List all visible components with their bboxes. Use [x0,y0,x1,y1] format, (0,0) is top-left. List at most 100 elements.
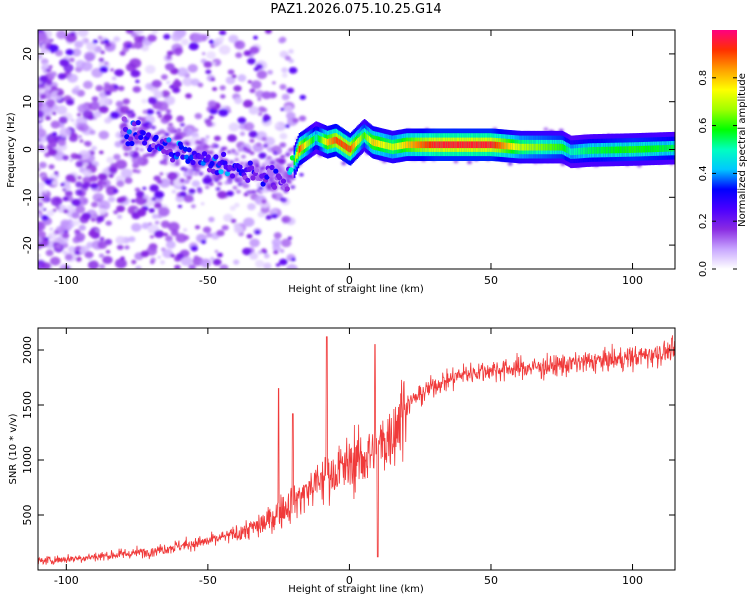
noise-blob [279,248,285,253]
noise-blob [130,69,141,78]
noise-blob [98,253,105,258]
noise-blob [55,174,60,178]
halo-cell [261,162,267,167]
ridge-cell [398,142,400,150]
noise-blob [161,74,168,80]
ridge-cell [663,145,665,152]
noise-blob [166,50,174,56]
noise-blob [40,51,45,54]
noise-blob [75,153,83,160]
halo-cell [157,114,163,119]
ridge-cell [596,147,599,154]
noise-blob [74,246,81,251]
noise-blob [165,235,173,242]
halo-cell [164,155,170,159]
noise-blob [149,184,159,192]
halo-cell [183,167,189,172]
noise-blob [286,264,298,269]
noise-blob [272,244,281,252]
halo-cell [164,132,170,137]
y-tick-label: 1000 [21,446,34,474]
ridge-cell [640,145,642,153]
ridge-cell [222,160,228,166]
noise-blob [166,80,171,85]
ridge-cell [371,138,374,146]
noise-blob [194,113,202,120]
ridge-cell [418,141,421,149]
noise-blob [249,238,260,248]
noise-blob [234,97,243,105]
ridge-cell [658,145,660,152]
ridge-cell [386,142,389,150]
noise-blob [117,214,123,219]
ridge-cell [543,143,546,151]
x-tick-label: 0 [346,574,353,587]
noise-blob [39,75,49,83]
ridge-cell [523,143,525,151]
noise-blob [41,240,48,246]
ridge-cell [237,164,243,170]
noise-blob [75,181,83,188]
noise-blob [176,253,185,260]
noise-blob [44,178,53,185]
noise-blob [188,42,199,51]
ridge-cell [401,142,404,149]
ridge-cell [612,146,614,154]
ridge-cell [298,146,301,153]
noise-blob [135,190,145,198]
ridge-cell [363,131,366,139]
noise-blob [181,38,189,46]
halo-cell [208,150,214,154]
noise-blob [60,219,70,228]
noise-blob [82,198,88,204]
ridge-cell [394,143,397,151]
ridge-cell [577,148,580,155]
ridge-cell [617,146,619,154]
noise-blob [48,164,55,170]
halo-cell [275,163,280,168]
noise-blob [105,250,111,254]
noise-blob [257,97,262,101]
halo-cell [186,175,192,180]
halo-cell [200,137,206,142]
noise-blob [120,168,133,179]
ridge-cell [614,146,617,154]
ridge-cell [367,135,370,142]
ridge-cell [623,146,626,154]
ridge-cell [603,146,605,154]
ridge-cell [375,139,377,147]
noise-blob [177,204,182,208]
ridge-cell [540,143,543,151]
ridge-cell [673,144,675,152]
noise-blob [261,248,267,253]
ridge-cell [328,138,330,146]
noise-blob [77,175,82,180]
noise-blob [271,238,282,247]
ridge-cell [519,143,521,151]
ridge-cell [506,142,509,150]
noise-blob [75,160,84,168]
ridge-cell [542,143,544,151]
ridge-cell [470,141,473,149]
noise-blob [267,69,273,75]
noise-blob [113,153,121,161]
ridge-cell [396,142,399,150]
noise-blob [281,238,292,248]
ridge-cell [413,141,416,149]
noise-blob [164,63,175,71]
noise-blob [124,245,130,250]
noise-blob [50,71,57,78]
halo-cell [249,138,255,143]
halo-cell [241,154,246,159]
noise-blob [43,70,47,74]
ridge-cell [579,147,581,155]
ridge-cell [547,143,549,151]
noise-blob [43,190,48,194]
noise-blob [62,250,68,255]
noise-blob [54,243,62,249]
noise-blob [74,40,84,49]
noise-blob [205,185,210,189]
ridge-cell [537,143,539,151]
noise-blob [69,158,74,162]
ridge-cell [247,160,253,166]
